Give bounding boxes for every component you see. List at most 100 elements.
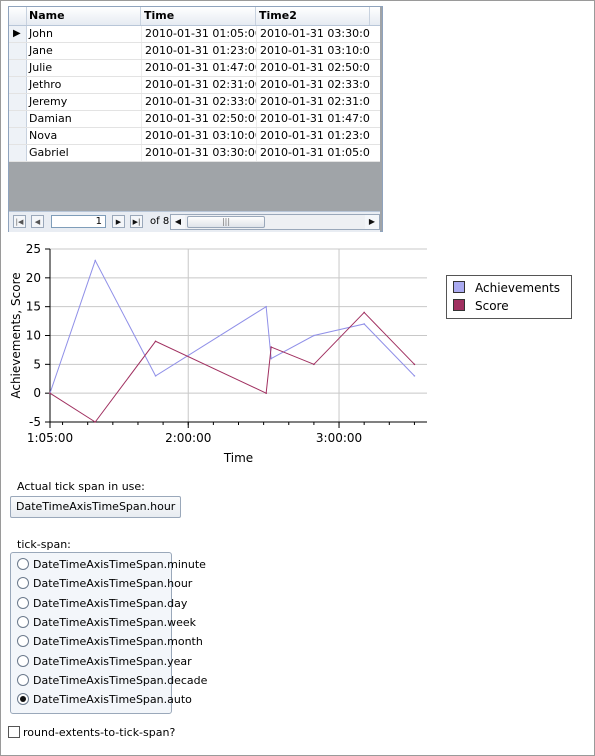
radio-option[interactable]: DateTimeAxisTimeSpan.year [17,653,192,671]
page-number-input[interactable]: 1 [51,215,106,228]
cell-time[interactable]: 2010-01-31 02:33:00 [141,94,256,110]
x-tick-label: 1:05:00 [27,431,73,445]
radio-option[interactable]: DateTimeAxisTimeSpan.hour [17,575,192,593]
last-page-button[interactable]: ▶| [130,215,143,228]
tick-span-radio-group: DateTimeAxisTimeSpan.minute DateTimeAxisT… [10,552,207,714]
round-extents-checkbox[interactable] [8,726,20,738]
table-row[interactable]: Jethro 2010-01-31 02:31:00 2010-01-31 02:3… [9,77,380,94]
horizontal-scrollbar[interactable]: ◀ ||| ▶ [170,214,380,230]
cell-name[interactable]: Gabriel [29,146,69,159]
cell-time2[interactable]: 2010-01-31 03:10:00 [256,43,370,59]
data-point-score [363,311,365,314]
scroll-left-button[interactable]: ◀ [171,215,185,229]
table-row[interactable]: Damian 2010-01-31 02:50:00 2010-01-31 01:4… [9,111,380,128]
row-selector[interactable] [9,94,27,110]
x-tick-label: 2:00:00 [165,431,211,445]
cell-name[interactable]: Jeremy [29,95,68,108]
cell-time2[interactable]: 2010-01-31 01:23:00 [256,128,370,144]
radio-label: DateTimeAxisTimeSpan.month [33,635,203,649]
prev-page-button[interactable]: ◀ [31,215,44,228]
cell-time[interactable]: 2010-01-31 01:47:00 [141,60,256,76]
table-row[interactable]: Jeremy 2010-01-31 02:33:00 2010-01-31 02:3… [9,94,380,111]
cell-time[interactable]: 2010-01-31 03:10:00 [141,128,256,144]
radio-button[interactable] [17,615,29,628]
cell-name[interactable]: John [29,27,53,40]
legend-item-achievements: Achievements [453,280,560,296]
radio-option[interactable]: DateTimeAxisTimeSpan.minute [17,556,206,574]
scroll-right-button[interactable]: ▶ [365,215,379,229]
grid-header: Name Time Time2 [9,7,380,26]
x-axis-label: Time [223,451,253,465]
y-tick-label: 5 [33,357,41,371]
legend-item-score: Score [453,298,509,314]
radio-label: DateTimeAxisTimeSpan.hour [33,577,193,591]
row-selector[interactable] [9,43,27,59]
row-selector[interactable]: ▶ [9,26,27,42]
radio-option[interactable]: DateTimeAxisTimeSpan.day [17,595,187,613]
cell-time2[interactable]: 2010-01-31 02:33:00 [256,77,370,93]
scroll-thumb[interactable]: ||| [187,216,265,228]
radio-option[interactable]: DateTimeAxisTimeSpan.month [17,633,203,651]
radio-button[interactable] [17,596,29,609]
cell-time[interactable]: 2010-01-31 01:23:00 [141,43,256,59]
cell-name[interactable]: Julie [29,61,53,74]
cell-time[interactable]: 2010-01-31 03:30:00 [141,145,256,161]
data-point-achievements [363,323,365,325]
cell-time2[interactable]: 2010-01-31 02:50:00 [256,60,370,76]
cell-name[interactable]: Nova [29,129,58,142]
cell-time2[interactable]: 2010-01-31 01:05:00 [256,145,370,161]
radio-button[interactable] [17,635,29,648]
y-tick-label: 0 [33,386,41,400]
column-header-name[interactable]: Name [26,7,141,25]
radio-button[interactable] [17,673,29,686]
round-extents-checkbox-row[interactable]: round-extents-to-tick-span? [8,725,175,741]
table-row[interactable]: Julie 2010-01-31 01:47:00 2010-01-31 02:50… [9,60,380,77]
round-extents-label: round-extents-to-tick-span? [23,726,176,739]
cell-time[interactable]: 2010-01-31 02:50:00 [141,111,256,127]
first-page-button[interactable]: |◀ [13,215,26,228]
grid-navigator: |◀ ◀ 1 ▶ ▶| of 8 ◀ ||| ▶ [9,211,380,232]
column-header-time[interactable]: Time [141,7,256,25]
row-selector[interactable] [9,145,27,161]
cell-time2[interactable]: 2010-01-31 03:30:00 [256,26,370,42]
data-point-score [313,363,315,366]
radio-option[interactable]: DateTimeAxisTimeSpan.auto [17,691,192,709]
cell-time[interactable]: 2010-01-31 01:05:00 [141,26,256,42]
data-point-achievements [270,357,272,360]
radio-button[interactable] [17,654,29,667]
next-page-button[interactable]: ▶ [112,215,125,228]
cell-name[interactable]: Jethro [29,78,62,91]
table-row[interactable]: Jane 2010-01-31 01:23:00 2010-01-31 03:10:… [9,43,380,60]
row-selector[interactable] [9,60,27,76]
radio-button[interactable] [17,577,29,590]
radio-button[interactable] [17,558,29,570]
cell-name[interactable]: Damian [29,112,72,125]
column-header-time2[interactable]: Time2 [256,7,370,25]
cell-time2[interactable]: 2010-01-31 02:31:00 [256,94,370,110]
radio-button[interactable] [17,693,29,706]
page-count-label: of 8 [150,216,170,227]
series-line-score [49,311,415,423]
row-selector[interactable] [9,111,27,127]
y-axis-label: Achievements, Score [9,272,23,398]
cell-name[interactable]: Jane [29,44,53,57]
table-row[interactable]: ▶ John 2010-01-31 01:05:00 2010-01-31 03:30… [9,26,380,43]
radio-label: DateTimeAxisTimeSpan.auto [33,693,192,707]
radio-label: DateTimeAxisTimeSpan.week [33,615,197,629]
radio-option[interactable]: DateTimeAxisTimeSpan.decade [17,672,207,690]
data-point-score [94,421,97,423]
legend-swatch-score [453,299,465,311]
radio-option[interactable]: DateTimeAxisTimeSpan.week [17,614,196,632]
tick-span-label: tick-span: [17,538,71,551]
row-selector[interactable] [9,77,27,93]
table-row[interactable]: Nova 2010-01-31 03:10:00 2010-01-31 01:23:… [9,128,380,145]
legend-label-achievements: Achievements [475,281,561,295]
data-point-achievements [265,305,267,308]
radio-label: DateTimeAxisTimeSpan.day [33,596,188,610]
cell-time2[interactable]: 2010-01-31 01:47:00 [256,111,370,127]
row-selector-header[interactable] [9,7,27,25]
y-tick-label: 10 [26,329,41,343]
cell-time[interactable]: 2010-01-31 02:31:00 [141,77,256,93]
row-selector[interactable] [9,128,27,144]
table-row[interactable]: Gabriel 2010-01-31 03:30:00 2010-01-31 01:… [9,145,380,162]
